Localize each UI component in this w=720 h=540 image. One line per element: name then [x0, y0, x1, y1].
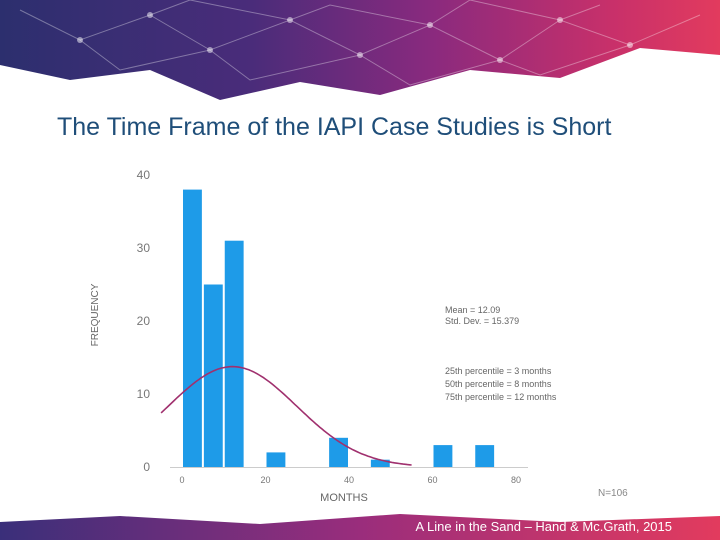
stat-annotation-1: Std. Dev. = 15.379 [445, 316, 519, 326]
sample-size-label: N=106 [598, 488, 628, 499]
footer-citation: A Line in the Sand – Hand & Mc.Grath, 20… [415, 519, 672, 534]
y-tick-label-40: 40 [137, 168, 151, 182]
x-axis-label: MONTHS [320, 492, 368, 504]
stat-annotation-2: 25th percentile = 3 months [445, 366, 552, 376]
decorative-footer-band [0, 514, 720, 540]
stat-annotation-4: 75th percentile = 12 months [445, 392, 557, 402]
x-tick-label-60: 60 [427, 475, 437, 485]
y-tick-label-20: 20 [137, 314, 151, 328]
histogram-chart: 0 10 20 30 40 0 20 40 60 80 FREQUENCY MONTHS Mean… [90, 168, 557, 504]
ticks-layer: 0 10 20 30 40 0 20 40 60 80 [137, 168, 521, 485]
x-tick-label-0: 0 [179, 475, 184, 485]
y-axis-label: FREQUENCY [90, 283, 101, 346]
slide-title: The Time Frame of the IAPI Case Studies … [57, 113, 612, 141]
stat-annotation-0: Mean = 12.09 [445, 305, 500, 315]
x-tick-label-40: 40 [344, 475, 354, 485]
bar-0 [183, 189, 202, 467]
bar-6 [433, 445, 453, 467]
y-tick-label-30: 30 [137, 241, 151, 255]
stat-annotation-3: 50th percentile = 8 months [445, 379, 552, 389]
y-tick-label-0: 0 [143, 460, 150, 474]
decorative-network-banner [0, 0, 720, 100]
y-tick-label-10: 10 [137, 387, 151, 401]
normal-curve [160, 365, 412, 466]
bar-7 [475, 445, 495, 467]
x-tick-label-20: 20 [260, 475, 270, 485]
x-tick-label-80: 80 [511, 475, 521, 485]
bars-layer [183, 189, 495, 467]
bar-1 [203, 284, 223, 467]
bar-5 [370, 459, 390, 467]
bar-3 [266, 452, 286, 467]
bar-2 [224, 240, 244, 467]
